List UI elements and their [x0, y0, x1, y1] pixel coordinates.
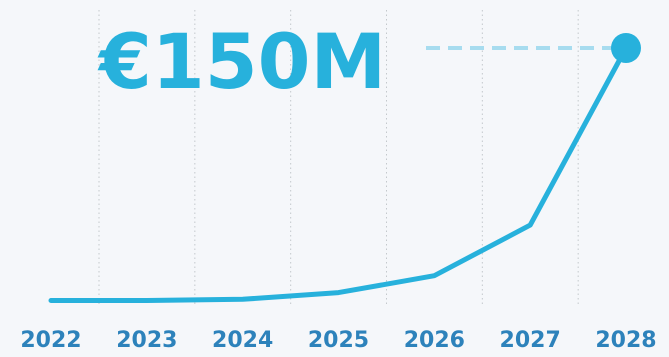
data-point-2028 [611, 33, 641, 63]
x-tick-label-2024: 2024 [212, 328, 273, 353]
x-tick-label-2023: 2023 [116, 328, 177, 353]
x-tick-label-2028: 2028 [595, 328, 656, 353]
x-tick-label-2025: 2025 [308, 328, 369, 353]
series-line [48, 45, 629, 303]
x-tick-label-2027: 2027 [500, 328, 561, 353]
headline-value: €150M [97, 17, 386, 106]
data-points [611, 33, 641, 63]
x-axis-tick-labels: 2022 2023 2024 2025 2026 2027 2028 [20, 328, 656, 353]
x-tick-label-2026: 2026 [404, 328, 465, 353]
x-tick-label-2022: 2022 [20, 328, 81, 353]
